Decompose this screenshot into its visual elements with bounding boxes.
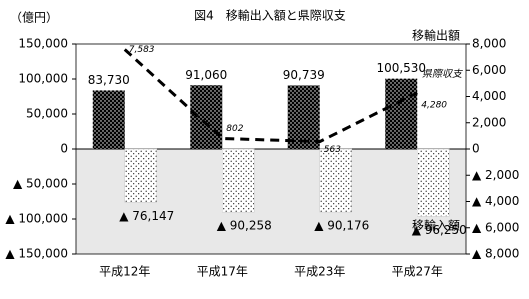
value-label: 7,583 [129,45,155,55]
y2-tick-label: 2,000 [472,115,506,129]
y2-tick-label: 8,000 [472,37,506,51]
bar [124,148,157,203]
series-label: 移輸出額 [412,28,460,43]
value-label: ▲ 76,147 [119,209,174,223]
y2-tick-label: 0 [472,142,480,156]
value-label: ▲ 90,258 [217,219,272,233]
series-label: 移輸入額 [412,218,460,233]
y2-tick-label: 6,000 [472,63,506,77]
chart-title: 図4 移輸出入額と県際収支 [194,8,346,23]
x-tick-label: 平成17年 [197,265,248,279]
value-label: ▲ 90,176 [314,219,369,233]
value-label: 83,730 [88,73,130,87]
value-label: 91,060 [185,68,227,82]
y2-tick-label: ▲ 6,000 [472,220,519,234]
x-tick-label: 平成27年 [392,265,443,279]
value-label: 4,280 [421,100,447,110]
bar [92,90,125,149]
y2-tick-label: ▲ 4,000 [472,194,519,208]
bar [222,148,255,213]
balance-line [123,48,418,144]
x-tick-label: 平成23年 [294,265,345,279]
bar [287,85,320,149]
bar [190,85,223,149]
y-tick-label: 100,000 [18,72,68,86]
value-label: ▲ 96,250 [412,223,467,237]
y-tick-label: 50,000 [26,107,68,121]
value-label: 100,530 [376,61,426,75]
value-label: 90,739 [283,68,325,82]
value-label: 802 [226,124,243,134]
y-tick-label: ▲ 100,000 [5,212,68,226]
bar [417,148,450,217]
y-tick-label: 0 [60,142,68,156]
y-tick-label: 150,000 [18,37,68,51]
bar [385,78,418,149]
y-tick-label: ▲ 50,000 [13,177,68,191]
bar [319,148,352,213]
x-tick-label: 平成12年 [99,265,150,279]
y2-tick-label: ▲ 2,000 [472,168,519,182]
y2-tick-label: 4,000 [472,89,506,103]
value-label: 563 [324,145,341,155]
y2-tick-label: ▲ 8,000 [472,247,519,261]
y-axis-label: （億円） [10,11,58,25]
y-tick-label: ▲ 150,000 [5,247,68,261]
series-label: 県際収支 [422,68,463,80]
